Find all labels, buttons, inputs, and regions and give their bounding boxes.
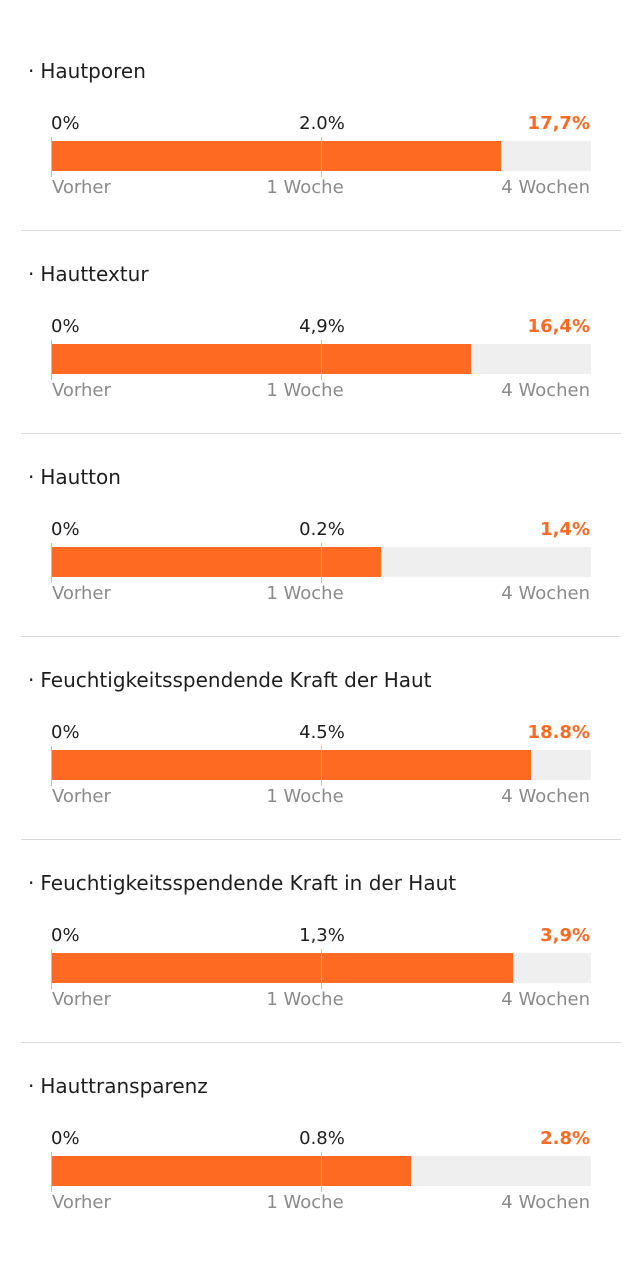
- bullet-dot: ·: [28, 59, 35, 83]
- metric-name: Feuchtigkeitsspendende Kraft der Haut: [40, 668, 432, 692]
- axis-tick: [321, 137, 322, 177]
- axis-tick: [51, 949, 52, 989]
- category-label-end: 4 Wochen: [501, 1192, 590, 1213]
- bar-fill: [51, 1156, 411, 1186]
- axis-tick: [321, 1152, 322, 1192]
- section-divider: [21, 1042, 621, 1043]
- axis-tick: [51, 137, 52, 177]
- metric-row: · Feuchtigkeitsspendende Kraft der Haut 0%…: [0, 609, 635, 840]
- axis-tick: [321, 746, 322, 786]
- category-label-start: Vorher: [52, 989, 111, 1010]
- value-label-mid: 4,9%: [299, 316, 345, 337]
- category-label-end: 4 Wochen: [501, 989, 590, 1010]
- value-label-start: 0%: [51, 519, 80, 540]
- metric-row: · Hautporen 0% 2.0% 17,7% Vorher 1 Woche 4 Woch…: [0, 0, 635, 231]
- axis-tick: [51, 1152, 52, 1192]
- section-divider: [21, 636, 621, 637]
- axis-tick: [321, 340, 322, 380]
- bar-fill: [51, 344, 471, 374]
- category-label-end: 4 Wochen: [501, 177, 590, 198]
- bullet-dot: ·: [28, 262, 35, 286]
- value-label-end: 17,7%: [527, 113, 590, 134]
- value-label-mid: 0.2%: [299, 519, 345, 540]
- category-label-start: Vorher: [52, 786, 111, 807]
- axis-tick: [51, 340, 52, 380]
- metric-name: Feuchtigkeitsspendende Kraft in der Haut: [40, 871, 457, 895]
- category-label-start: Vorher: [52, 583, 111, 604]
- section-divider: [21, 839, 621, 840]
- category-label-end: 4 Wochen: [501, 786, 590, 807]
- metric-name: Hautporen: [40, 59, 146, 83]
- section-divider: [21, 230, 621, 231]
- category-label-mid: 1 Woche: [266, 380, 344, 401]
- bullet-dot: ·: [28, 668, 35, 692]
- value-label-mid: 4.5%: [299, 722, 345, 743]
- metric-title: · Hautton: [28, 464, 121, 490]
- bar-fill: [51, 750, 531, 780]
- value-label-end: 3,9%: [540, 925, 590, 946]
- bar-fill: [51, 141, 501, 171]
- category-label-start: Vorher: [52, 380, 111, 401]
- metric-title: · Hauttransparenz: [28, 1073, 208, 1099]
- axis-tick: [321, 949, 322, 989]
- value-label-end: 18.8%: [527, 722, 590, 743]
- value-label-end: 1,4%: [540, 519, 590, 540]
- value-label-start: 0%: [51, 316, 80, 337]
- category-label-mid: 1 Woche: [266, 989, 344, 1010]
- value-label-mid: 1,3%: [299, 925, 345, 946]
- bullet-dot: ·: [28, 1074, 35, 1098]
- category-label-mid: 1 Woche: [266, 177, 344, 198]
- value-label-start: 0%: [51, 113, 80, 134]
- category-label-end: 4 Wochen: [501, 583, 590, 604]
- metric-title: · Hauttextur: [28, 261, 149, 287]
- bar-fill: [51, 953, 513, 983]
- metric-name: Hautton: [40, 465, 121, 489]
- value-label-start: 0%: [51, 925, 80, 946]
- metric-title: · Feuchtigkeitsspendende Kraft der Haut: [28, 667, 432, 693]
- bar-fill: [51, 547, 381, 577]
- value-label-start: 0%: [51, 1128, 80, 1149]
- value-label-end: 2.8%: [540, 1128, 590, 1149]
- axis-tick: [51, 543, 52, 583]
- value-label-start: 0%: [51, 722, 80, 743]
- axis-tick: [51, 746, 52, 786]
- category-label-mid: 1 Woche: [266, 583, 344, 604]
- metric-row: · Feuchtigkeitsspendende Kraft in der Hau…: [0, 812, 635, 1043]
- value-label-mid: 0.8%: [299, 1128, 345, 1149]
- metric-name: Hauttextur: [40, 262, 149, 286]
- metric-row: · Hautton 0% 0.2% 1,4% Vorher 1 Woche 4 Wochen: [0, 406, 635, 637]
- bullet-dot: ·: [28, 465, 35, 489]
- metric-name: Hauttransparenz: [40, 1074, 208, 1098]
- metric-title: · Feuchtigkeitsspendende Kraft in der Hau…: [28, 870, 456, 896]
- metric-row: · Hauttransparenz 0% 0.8% 2.8% Vorher 1 Woche 4…: [0, 1015, 635, 1218]
- value-label-end: 16,4%: [527, 316, 590, 337]
- category-label-mid: 1 Woche: [266, 1192, 344, 1213]
- category-label-mid: 1 Woche: [266, 786, 344, 807]
- category-label-start: Vorher: [52, 177, 111, 198]
- category-label-end: 4 Wochen: [501, 380, 590, 401]
- section-divider: [21, 433, 621, 434]
- metric-row: · Hauttextur 0% 4,9% 16,4% Vorher 1 Woche 4 Woc…: [0, 203, 635, 434]
- category-label-start: Vorher: [52, 1192, 111, 1213]
- axis-tick: [321, 543, 322, 583]
- metric-title: · Hautporen: [28, 58, 146, 84]
- bullet-dot: ·: [28, 871, 35, 895]
- value-label-mid: 2.0%: [299, 113, 345, 134]
